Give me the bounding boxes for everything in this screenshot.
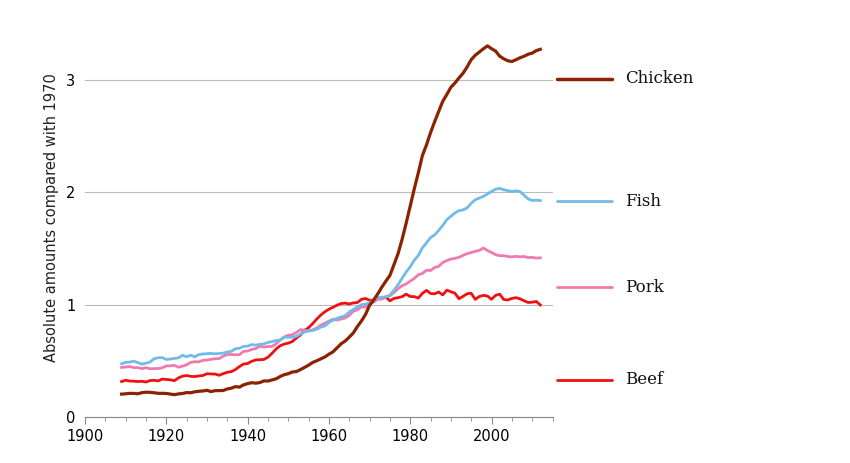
Text: Fish: Fish bbox=[625, 193, 660, 210]
Text: Chicken: Chicken bbox=[625, 70, 693, 87]
Y-axis label: Absolute amounts compared with 1970: Absolute amounts compared with 1970 bbox=[44, 73, 59, 362]
Text: Pork: Pork bbox=[625, 279, 664, 295]
Text: Beef: Beef bbox=[625, 371, 663, 388]
